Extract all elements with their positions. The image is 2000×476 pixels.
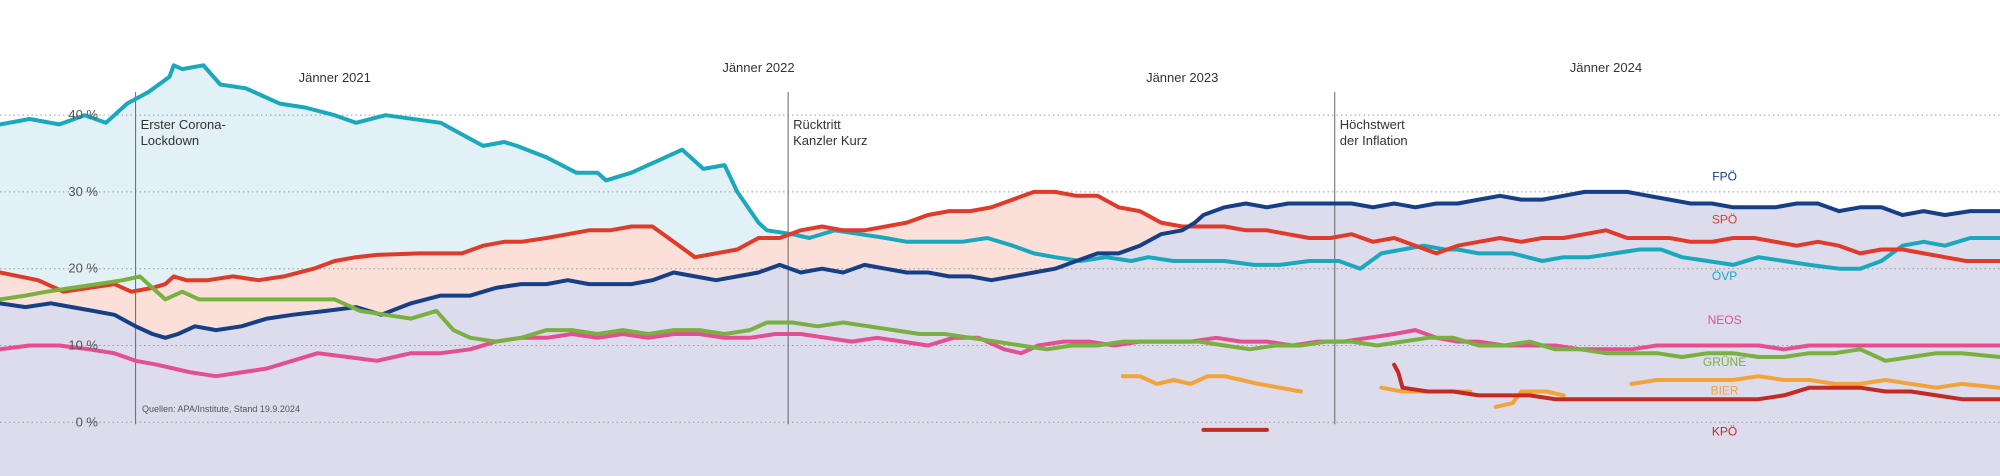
year-label: Jänner 2021 <box>299 70 371 85</box>
source-note: Quellen: APA/Institute, Stand 19.9.2024 <box>142 404 300 414</box>
series-label-bier: BIER <box>1711 384 1739 398</box>
event-label: Rücktritt <box>793 117 841 132</box>
line-fpoe <box>0 189 2000 340</box>
series-lines <box>0 63 2000 432</box>
line-neos <box>0 328 2000 379</box>
line-kpoe-segment-2 <box>1392 362 2000 402</box>
series-label-oevp: ÖVP <box>1712 269 1737 283</box>
y-tick-label: 0 % <box>76 414 99 429</box>
series-label-gruene: GRÜNE <box>1703 355 1746 369</box>
event-label: Erster Corona- <box>141 117 226 132</box>
y-tick-label: 30 % <box>68 184 98 199</box>
line-bier-segment-5 <box>1629 374 2000 390</box>
year-label: Jänner 2022 <box>722 60 794 75</box>
line-gruene <box>0 274 2000 363</box>
y-tick-label: 20 % <box>68 261 98 276</box>
event-label: Höchstwert <box>1340 117 1405 132</box>
year-label: Jänner 2023 <box>1146 70 1218 85</box>
line-bier-segment-1 <box>1120 374 1303 394</box>
event-markers <box>135 92 1336 425</box>
line-spoe <box>0 189 2000 294</box>
y-tick-label: 10 % <box>68 337 98 352</box>
event-label: der Inflation <box>1340 133 1408 148</box>
baseline-band <box>0 422 2000 476</box>
series-label-neos: NEOS <box>1708 313 1742 327</box>
line-oevp <box>0 63 2000 271</box>
line-bier-segment-4 <box>1493 389 1566 409</box>
year-label: Jänner 2024 <box>1570 60 1642 75</box>
chart-labels: 0 % 10 % 20 % 30 % 40 % Jänner 2021 Jänner 202… <box>68 60 1746 438</box>
series-label-spoe: SPÖ <box>1712 212 1737 226</box>
series-label-kpoe: KPÖ <box>1712 424 1737 438</box>
series-label-fpoe: FPÖ <box>1712 169 1737 183</box>
area-fpoe <box>0 191 2000 423</box>
event-label: Lockdown <box>141 133 200 148</box>
y-tick-label: 40 % <box>68 107 98 122</box>
event-label: Kanzler Kurz <box>793 133 867 148</box>
